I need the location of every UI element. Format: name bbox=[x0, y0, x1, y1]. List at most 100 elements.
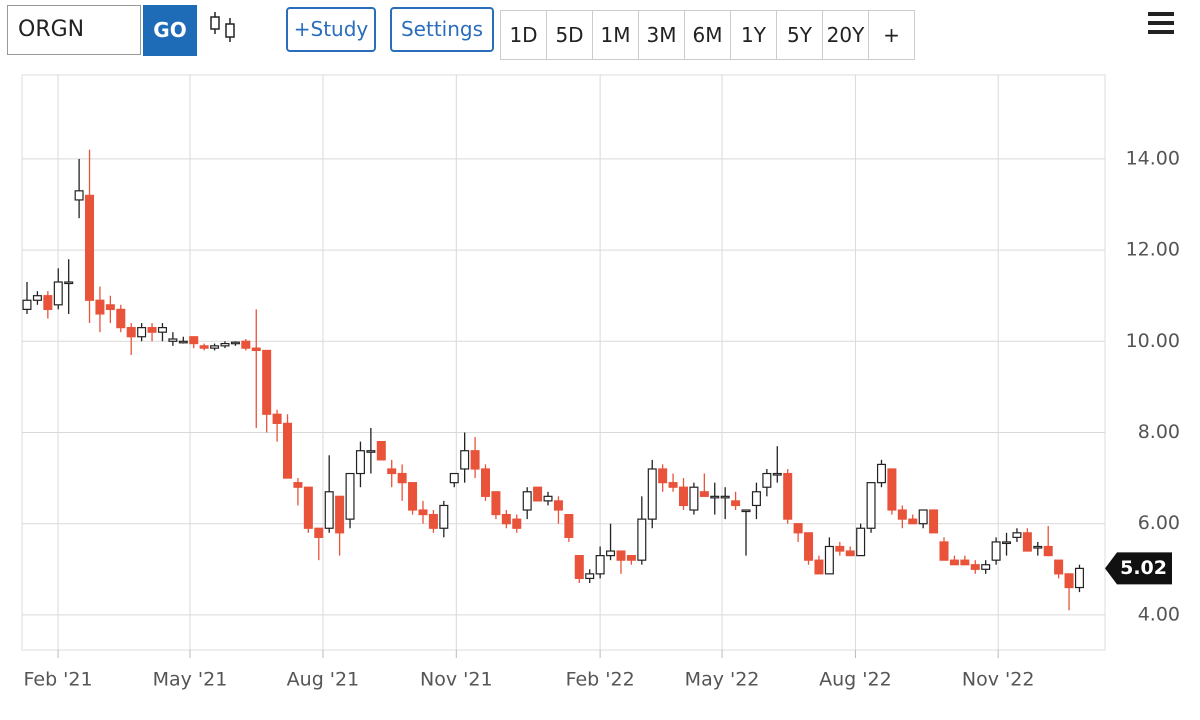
candle-body bbox=[595, 555, 605, 575]
candle-body bbox=[939, 541, 949, 561]
range-button[interactable]: 1Y bbox=[731, 11, 777, 59]
candle-body bbox=[220, 342, 230, 347]
candle-body bbox=[887, 468, 897, 511]
candle-body bbox=[616, 550, 626, 561]
candle-body bbox=[991, 541, 1001, 561]
candle-body bbox=[845, 550, 855, 557]
candle-body bbox=[376, 441, 386, 461]
candle-body bbox=[241, 340, 251, 349]
candle-body bbox=[105, 304, 115, 310]
menu-icon[interactable] bbox=[1146, 10, 1176, 36]
candle-body bbox=[731, 500, 741, 507]
candle-body bbox=[22, 299, 32, 310]
candle-body bbox=[335, 495, 345, 534]
candle-body bbox=[262, 349, 272, 415]
candle-body bbox=[710, 495, 720, 499]
candle-body bbox=[553, 500, 563, 511]
candle-body bbox=[199, 345, 209, 349]
chart-type-icon[interactable] bbox=[208, 10, 238, 44]
candle-body bbox=[720, 495, 730, 499]
candle-body bbox=[564, 513, 574, 538]
candle-body bbox=[137, 327, 147, 338]
y-tick-label: 10.00 bbox=[1126, 330, 1180, 352]
candle-body bbox=[230, 341, 240, 345]
candle-body bbox=[668, 482, 678, 488]
candle-body bbox=[960, 559, 970, 566]
settings-button[interactable]: Settings bbox=[390, 7, 494, 52]
candle-body bbox=[345, 472, 355, 520]
candle-body bbox=[32, 295, 42, 301]
y-tick-label: 8.00 bbox=[1138, 421, 1180, 443]
candle-body bbox=[439, 504, 449, 529]
candle-body bbox=[908, 518, 918, 525]
range-button[interactable]: 5Y bbox=[777, 11, 823, 59]
candle-body bbox=[699, 491, 709, 497]
candle-body bbox=[981, 564, 991, 570]
symbol-input[interactable]: ORGN bbox=[7, 5, 141, 55]
range-button[interactable]: 6M bbox=[685, 11, 731, 59]
candle-body bbox=[929, 509, 939, 534]
x-tick-label: Feb '22 bbox=[566, 669, 635, 691]
candle-body bbox=[793, 523, 803, 534]
candle-body bbox=[355, 450, 365, 475]
candle-body bbox=[1043, 545, 1053, 557]
candle-body bbox=[824, 545, 834, 575]
range-button[interactable]: 3M bbox=[639, 11, 685, 59]
candle-body bbox=[387, 468, 397, 475]
plot-frame bbox=[21, 74, 1106, 651]
candle-body bbox=[606, 550, 616, 557]
x-tick-label: Aug '21 bbox=[287, 669, 360, 691]
candle-body bbox=[804, 532, 814, 561]
candle-body bbox=[53, 281, 63, 306]
candle-body bbox=[1033, 545, 1043, 549]
candle-body bbox=[533, 486, 543, 502]
candle-body bbox=[283, 422, 293, 479]
candle-body bbox=[1002, 541, 1012, 545]
range-button[interactable]: + bbox=[883, 23, 900, 47]
candle-body bbox=[293, 482, 303, 488]
range-button[interactable]: 5D bbox=[547, 11, 593, 59]
candle-body bbox=[95, 299, 105, 315]
candle-body bbox=[637, 518, 647, 561]
candle-body bbox=[678, 486, 688, 507]
x-tick-label: Nov '22 bbox=[962, 669, 1035, 691]
range-selector: 1D 5D 1M 3M 6M 1Y 5Y 20Y + bbox=[500, 10, 915, 60]
candle-body bbox=[397, 472, 407, 484]
candle-body bbox=[647, 468, 657, 520]
last-price-label: 5.02 bbox=[1120, 557, 1167, 579]
x-tick-label: Nov '21 bbox=[420, 669, 493, 691]
study-button[interactable]: +Study bbox=[286, 7, 376, 52]
candle-body bbox=[585, 573, 595, 580]
candle-body bbox=[501, 513, 511, 525]
range-button[interactable]: 20Y bbox=[823, 11, 869, 59]
candle-body bbox=[210, 345, 220, 349]
candle-body bbox=[480, 468, 491, 497]
candle-body bbox=[970, 564, 980, 570]
candle-body bbox=[658, 468, 668, 484]
candle-body bbox=[762, 472, 772, 488]
candle-body bbox=[1012, 532, 1022, 538]
candle-body bbox=[272, 413, 282, 424]
candle-body bbox=[522, 491, 532, 511]
candle-body bbox=[897, 509, 907, 520]
candle-body bbox=[147, 327, 157, 333]
candle-body bbox=[43, 295, 53, 310]
y-tick-label: 14.00 bbox=[1126, 147, 1180, 169]
range-button[interactable]: 1D bbox=[501, 11, 547, 59]
go-button[interactable]: GO bbox=[143, 5, 197, 56]
candle-body bbox=[1064, 573, 1074, 589]
range-button[interactable]: 1M bbox=[593, 11, 639, 59]
candle-body bbox=[543, 495, 553, 502]
candle-body bbox=[418, 509, 428, 516]
candle-body bbox=[876, 463, 886, 484]
candle-body bbox=[85, 194, 95, 301]
candle-body bbox=[366, 450, 376, 453]
candle-body bbox=[408, 482, 418, 511]
last-price-tag bbox=[1105, 552, 1172, 585]
candle-body bbox=[1054, 559, 1064, 575]
candle-body bbox=[74, 190, 84, 201]
candle-body bbox=[574, 555, 584, 580]
candle-body bbox=[303, 486, 313, 529]
